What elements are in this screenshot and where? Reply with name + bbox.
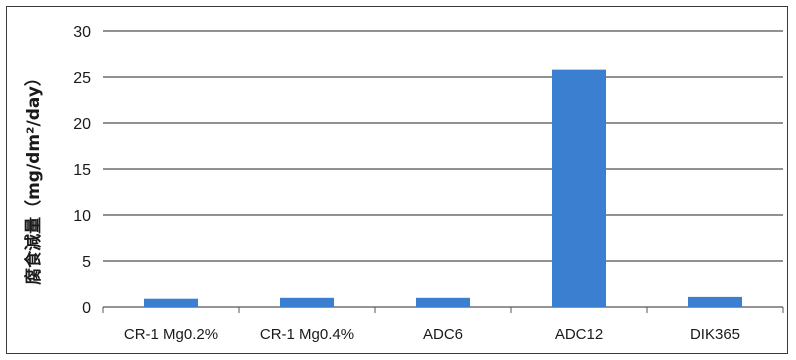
y-tick-label: 10: [73, 208, 91, 225]
bar-cr-1-mg0-2-: [144, 298, 198, 307]
y-tick-label: 15: [73, 162, 91, 179]
x-tick-label: CR-1 Mg0.2%: [124, 326, 218, 343]
y-tick-label: 5: [82, 254, 91, 271]
bar-adc6: [416, 297, 470, 307]
gridlines: [102, 30, 784, 313]
y-axis-title: 腐食減量（mg/dm²/day）: [23, 69, 44, 285]
bars: [144, 69, 742, 307]
y-tick-label: 25: [73, 70, 91, 87]
bar-chart: 0 5 10 15 20 25 30 CR-1 Mg0.2% CR-1 Mg0.4% ADC6 A…: [23, 24, 784, 343]
y-tick-label: 30: [73, 24, 91, 41]
bar-adc12: [552, 69, 606, 307]
y-tick-label: 20: [73, 116, 91, 133]
x-tick-label: DIK365: [690, 326, 740, 343]
x-tick-label: ADC6: [423, 326, 463, 343]
x-tick-label: ADC12: [555, 326, 603, 343]
bar-cr-1-mg0-4-: [280, 297, 334, 307]
x-tick-label: CR-1 Mg0.4%: [260, 326, 354, 343]
chart-frame: 0 5 10 15 20 25 30 CR-1 Mg0.2% CR-1 Mg0.4% ADC6 A…: [6, 6, 788, 354]
x-axis-tick-labels: CR-1 Mg0.2% CR-1 Mg0.4% ADC6 ADC12 DIK365: [124, 326, 740, 343]
y-tick-label: 0: [82, 300, 91, 317]
bar-dik365: [688, 296, 742, 307]
y-axis-tick-labels: 0 5 10 15 20 25 30: [73, 24, 91, 317]
